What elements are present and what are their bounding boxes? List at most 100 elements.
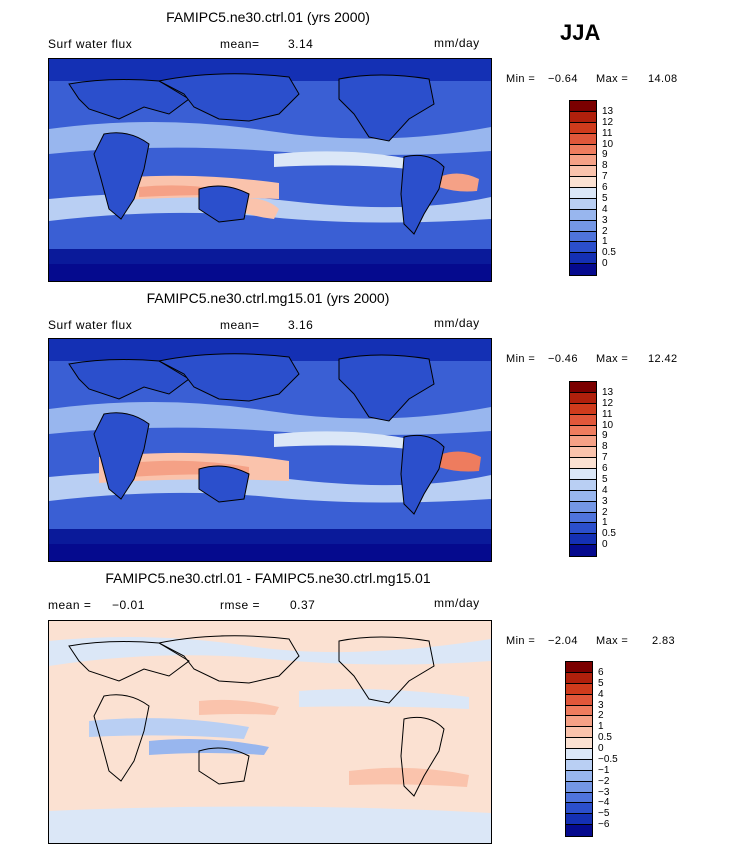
diff-band-indian [89, 718, 249, 739]
colorbar-swatch [570, 111, 596, 123]
panel3-colorbar: 6 5 4 3 2 1 0.5 0 −0.5 −1 −2 −3 −4 −5 −6 [565, 661, 618, 837]
colorbar-swatch [570, 512, 596, 524]
colorbar-swatch [570, 133, 596, 145]
australia-landmass [198, 465, 250, 503]
colorbar-swatch [570, 501, 596, 513]
colorbar-swatch [570, 414, 596, 426]
colorbar-swatch [566, 792, 592, 804]
asia-outline [157, 635, 300, 684]
panel3-map [48, 620, 492, 844]
diff-band-antarctic [49, 806, 491, 843]
panel2-min-label: Min = [506, 353, 536, 365]
panel1-units: mm/day [434, 36, 480, 50]
australia-outline [198, 747, 250, 785]
africa-outline [93, 694, 150, 782]
colorbar-swatch [566, 727, 592, 739]
colorbar-swatch [570, 155, 596, 167]
colorbar-tick-label: 2 [602, 225, 608, 237]
south-america-outline [400, 716, 445, 797]
panel1-mean-label: mean= [220, 37, 260, 51]
north-america-landmass [338, 74, 435, 142]
panel3-title: FAMIPC5.ne30.ctrl.01 - FAMIPC5.ne30.ctrl… [105, 570, 431, 586]
colorbar-tick-label: −3 [598, 786, 610, 798]
colorbar-swatch [570, 264, 596, 275]
season-label: JJA [560, 20, 601, 45]
panel1-max-label: Max = [596, 73, 629, 85]
colorbar-tick-label: 9 [602, 430, 608, 442]
colorbar-swatch [566, 781, 592, 793]
colorbar-tick-label: 3 [598, 699, 604, 711]
panel3-map-svg [49, 621, 491, 843]
northern-pacific-band [49, 121, 491, 155]
colorbar-tick-label: 11 [602, 127, 613, 139]
colorbar-tick-label: 4 [598, 688, 604, 700]
panel2-mean-value: 3.16 [288, 318, 314, 332]
colorbar-tick-label: 4 [602, 484, 608, 496]
colorbar-tick-label: 5 [602, 473, 608, 485]
africa-landmass [93, 132, 150, 220]
northern-pacific-band [49, 401, 491, 435]
colorbar-swatch [566, 803, 592, 815]
south-america-landmass [400, 154, 445, 235]
panel3-min-label: Min = [506, 635, 536, 647]
colorbar-tick-label: 12 [602, 116, 614, 128]
colorbar-swatch [570, 166, 596, 178]
equatorial-band [274, 151, 409, 169]
colorbar-tick-label: 7 [602, 452, 608, 464]
panel3-mean-label: mean = [48, 598, 92, 612]
colorbar-swatch [566, 716, 592, 728]
panel3-rmse-value: 0.37 [290, 598, 316, 612]
colorbar-tick-label: 2 [598, 710, 604, 722]
colorbar-tick-label: 10 [602, 419, 614, 431]
diff-band-north [49, 637, 491, 666]
colorbar-tick-label: 6 [602, 463, 608, 474]
panel1-min-value: −0.64 [548, 73, 578, 85]
panel2-max-value: 12.42 [648, 353, 678, 365]
colorbar-tick-label: 3 [602, 214, 608, 226]
colorbar-swatch [570, 392, 596, 404]
colorbar-tick-label: 5 [602, 192, 608, 204]
colorbar-tick-label: 1 [602, 517, 608, 529]
colorbar-swatch [570, 122, 596, 134]
panel2-variable-label: Surf water flux [48, 318, 133, 332]
colorbar-swatch [570, 469, 596, 480]
colorbar-tick-label: 2 [602, 506, 608, 518]
asia-landmass [157, 353, 300, 402]
colorbar-tick-label: 8 [602, 441, 608, 453]
colorbar-tick-label: 0.5 [602, 247, 616, 259]
colorbar-swatch [570, 253, 596, 265]
north-america-landmass [338, 354, 435, 422]
colorbar-swatch [570, 198, 596, 210]
south-atlantic-max [439, 173, 479, 192]
colorbar-swatch [566, 672, 592, 684]
colorbar-swatch [566, 825, 592, 836]
colorbar-swatch [570, 231, 596, 243]
colorbar-swatch [570, 403, 596, 415]
panel2-map [48, 338, 492, 562]
diff-band-pacific [299, 689, 469, 709]
colorbar-tick-label: 8 [602, 160, 608, 172]
colorbar-tick-label: 6 [602, 182, 608, 193]
panel1-title: FAMIPC5.ne30.ctrl.01 (yrs 2000) [166, 9, 370, 25]
eurasia-outline [68, 641, 190, 682]
polar-band [49, 264, 491, 281]
colorbar-swatch [566, 814, 592, 826]
panel3-rmse-label: rmse = [220, 598, 261, 612]
panel2-mean-label: mean= [220, 318, 260, 332]
panel3-max-value: 2.83 [652, 635, 676, 647]
north-america-outline [338, 636, 435, 704]
colorbar-swatch [570, 220, 596, 232]
colorbar-tick-label: 13 [602, 105, 614, 117]
colorbar-swatch [570, 479, 596, 491]
colorbar-tick-label: 1 [598, 721, 604, 733]
panel3-mean-value: −0.01 [112, 598, 145, 612]
colorbar-swatch [570, 209, 596, 221]
colorbar-swatch [570, 523, 596, 535]
panel3-units: mm/day [434, 596, 480, 610]
colorbar-swatch [566, 759, 592, 771]
colorbar-tick-label: 0 [602, 539, 608, 551]
diff-band-maritime [199, 699, 279, 715]
diff-band-indian-core [149, 739, 269, 755]
colorbar-swatch [570, 490, 596, 502]
colorbar-swatch [566, 770, 592, 782]
